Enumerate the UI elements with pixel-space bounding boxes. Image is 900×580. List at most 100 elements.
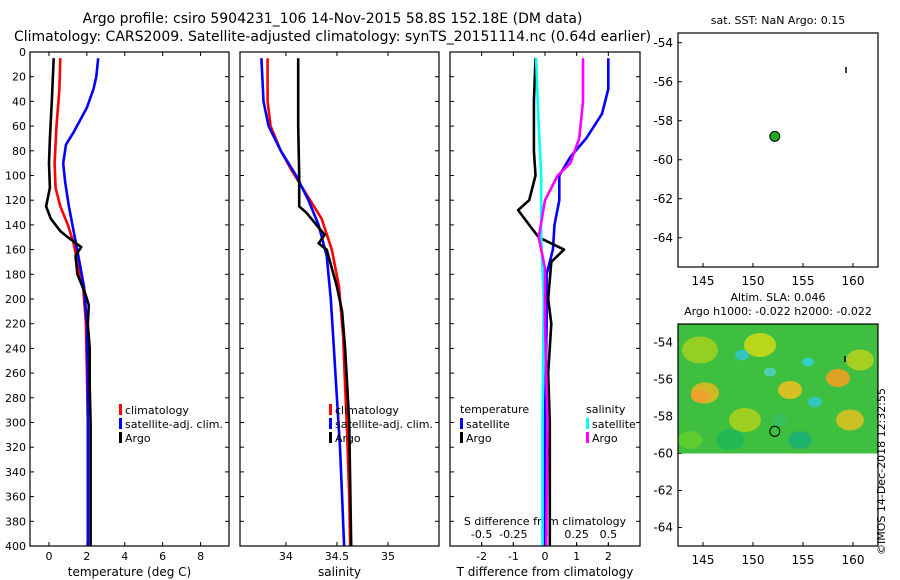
legend-label: Argo xyxy=(592,432,618,445)
legend-swatch xyxy=(329,432,332,443)
legend-label: Argo xyxy=(466,432,492,445)
legend-label: climatology xyxy=(125,404,189,417)
y-tick-label: -54 xyxy=(653,36,673,50)
legend-label: Argo xyxy=(335,432,361,445)
legend-label: satellite-adj. clim. xyxy=(335,418,433,431)
x-tick-label: -2 xyxy=(476,550,487,563)
x-tick-label: -1 xyxy=(508,550,519,563)
y-tick-label: -56 xyxy=(653,75,673,89)
heatmap-cell xyxy=(802,357,814,367)
legend-heading: salinity xyxy=(586,403,626,416)
chart-title-line1: Argo profile: csiro 5904231_106 14-Nov-2… xyxy=(82,11,583,27)
x-axis-label: salinity xyxy=(318,565,361,579)
float-marker xyxy=(769,425,781,437)
panel-salinity: 34 34.5 35 salinity climatologysatellite-adj… xyxy=(239,51,440,579)
x-axis-label: temperature (deg C) xyxy=(68,565,191,579)
heatmap-cell xyxy=(788,431,812,449)
y-tick-label: -62 xyxy=(653,484,673,498)
y-tick-label: 60 xyxy=(12,120,26,133)
heatmap-cell xyxy=(735,349,749,361)
series-line xyxy=(543,58,610,546)
y-tick-label: 360 xyxy=(5,491,26,504)
y-tick-label: 300 xyxy=(5,417,26,430)
x-tick-label: 2 xyxy=(605,550,612,563)
y-tick-label: -64 xyxy=(653,231,673,245)
y-tick-label: 380 xyxy=(5,515,26,528)
y-tick-label: 400 xyxy=(5,540,26,553)
legend-swatch xyxy=(329,418,332,429)
legend-swatch xyxy=(586,418,589,429)
x-tick-label: 145 xyxy=(692,553,715,567)
map-title: Altim. SLA: 0.046 xyxy=(730,291,825,304)
x-tick-label: 0 xyxy=(45,550,52,563)
y-tick-label: 100 xyxy=(5,170,26,183)
x2-tick-label: 0.5 xyxy=(600,528,618,541)
heatmap-cell xyxy=(772,414,788,426)
panel-temperature: 0204060801001201401601802002202402602803… xyxy=(5,46,230,579)
heatmap-cell xyxy=(826,369,850,387)
y-tick-label: -60 xyxy=(653,153,673,167)
x-tick-label: 0 xyxy=(542,550,549,563)
y-tick-label: 120 xyxy=(5,194,26,207)
x-tick-label: 155 xyxy=(792,274,815,288)
legend-swatch xyxy=(586,432,589,443)
series-line xyxy=(534,58,546,546)
y-tick-label: -64 xyxy=(653,521,673,535)
x-tick-label: 160 xyxy=(842,553,865,567)
x-axis-label: T difference from climatology xyxy=(456,565,634,579)
x-tick-label: 35 xyxy=(381,550,395,563)
legend-swatch xyxy=(119,404,122,415)
series-line xyxy=(516,58,566,546)
legend-swatch xyxy=(119,418,122,429)
series-line xyxy=(44,58,92,546)
float-marker xyxy=(769,130,781,142)
x2-tick-label: -0.5 xyxy=(471,528,492,541)
legend-swatch xyxy=(329,404,332,415)
map-subtitle: Argo h1000: -0.022 h2000: -0.022 xyxy=(684,305,872,318)
legend-swatch xyxy=(119,432,122,443)
y-tick-label: -58 xyxy=(653,114,673,128)
series-line xyxy=(53,58,90,546)
heatmap-cell xyxy=(846,349,874,371)
y-tick-label: 280 xyxy=(5,392,26,405)
heatmap-cell xyxy=(691,389,709,403)
y-tick-label: -54 xyxy=(653,336,673,350)
x-tick-label: 34 xyxy=(279,550,293,563)
x-tick-label: 145 xyxy=(692,274,715,288)
plot-frame xyxy=(239,51,440,547)
y-tick-label: 340 xyxy=(5,466,26,479)
x-tick-label: 2 xyxy=(83,550,90,563)
legend-swatch xyxy=(460,432,463,443)
legend-swatch xyxy=(460,418,463,429)
x-tick-label: 6 xyxy=(159,550,166,563)
y-tick-label: 240 xyxy=(5,342,26,355)
y-tick-label: 200 xyxy=(5,293,26,306)
heatmap-cell xyxy=(808,396,822,408)
panel-sst-map: sat. SST: NaN Argo: 0.15 145 150 155 160 -54 -… xyxy=(653,14,879,288)
plot-frame xyxy=(677,32,879,268)
x-tick-label: 1 xyxy=(573,550,580,563)
y-tick-label: -60 xyxy=(653,447,673,461)
legend-label: satellite xyxy=(466,418,510,431)
x-tick-label: 8 xyxy=(197,550,204,563)
x-tick-label: 155 xyxy=(792,553,815,567)
series-line xyxy=(296,58,353,547)
chart-title-line2: Climatology: CARS2009. Satellite-adjuste… xyxy=(13,29,652,45)
legend-label: climatology xyxy=(335,404,399,417)
y-tick-label: 220 xyxy=(5,318,26,331)
series-line xyxy=(61,58,100,546)
legend-heading: temperature xyxy=(460,403,529,416)
y-tick-label: 140 xyxy=(5,219,26,232)
copyright-stamp: ©IMOS 14-Dec-2018 12:32:55 xyxy=(875,388,888,555)
plot-frame xyxy=(29,51,230,547)
y-tick-label: 320 xyxy=(5,441,26,454)
heatmap-cell xyxy=(716,429,744,451)
series-line xyxy=(537,58,585,547)
x-tick-label: 150 xyxy=(742,553,765,567)
heatmap-cell xyxy=(764,367,776,377)
legend-label: satellite-adj. clim. xyxy=(125,418,223,431)
heatmap-cell xyxy=(729,408,761,432)
x-tick-label: 150 xyxy=(742,274,765,288)
